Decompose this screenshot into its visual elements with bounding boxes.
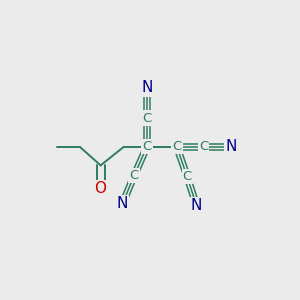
Text: N: N [225, 140, 237, 154]
Text: C: C [199, 140, 208, 153]
Text: N: N [117, 196, 128, 211]
Text: C: C [142, 140, 152, 153]
Text: N: N [141, 80, 152, 95]
Text: C: C [142, 112, 152, 124]
Text: N: N [191, 198, 202, 213]
Text: C: C [183, 170, 192, 183]
Text: O: O [94, 181, 106, 196]
Text: C: C [130, 169, 139, 182]
Text: C: C [172, 140, 182, 153]
